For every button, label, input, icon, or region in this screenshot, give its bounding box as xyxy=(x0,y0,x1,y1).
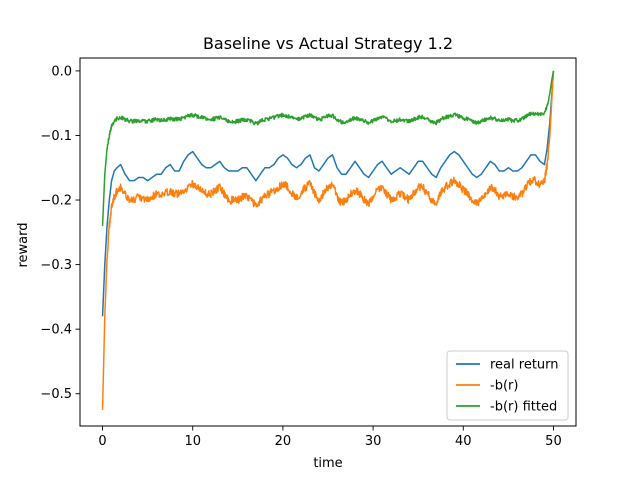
series-line-1 xyxy=(101,70,555,410)
y-tick-label: 0.0 xyxy=(51,64,72,79)
axes-frame xyxy=(79,57,577,427)
legend-label: -b(r) xyxy=(490,379,518,394)
x-axis-label: time xyxy=(313,456,342,471)
x-tick-label: 30 xyxy=(365,434,382,449)
series-line-0 xyxy=(101,70,555,317)
legend-label: real return xyxy=(490,358,559,373)
y-tick-label: −0.1 xyxy=(40,129,72,144)
y-tick-label: −0.4 xyxy=(40,323,72,338)
x-tick-label: 10 xyxy=(184,434,201,449)
axes-layer: 0 10 20 30 40 50 0.0 −0.1 −0.2 −0.3 −0.4 −0.5 xyxy=(40,57,577,449)
x-tick-label: 20 xyxy=(275,434,292,449)
legend-label: -b(r) fitted xyxy=(490,400,557,415)
chart-title: Baseline vs Actual Strategy 1.2 xyxy=(203,34,453,53)
y-tick-label: −0.2 xyxy=(40,194,72,209)
legend-box xyxy=(446,350,569,421)
series-layer xyxy=(101,70,555,410)
series-line-2 xyxy=(101,70,555,226)
x-tick-label: 40 xyxy=(455,434,472,449)
legend: real return -b(r) -b(r) fitted xyxy=(446,350,569,421)
x-tick-label: 0 xyxy=(98,434,106,449)
y-axis-label: reward xyxy=(16,222,31,267)
x-tick-label: 50 xyxy=(545,434,562,449)
y-tick-label: −0.5 xyxy=(40,387,72,402)
y-tick-label: −0.3 xyxy=(40,258,72,273)
